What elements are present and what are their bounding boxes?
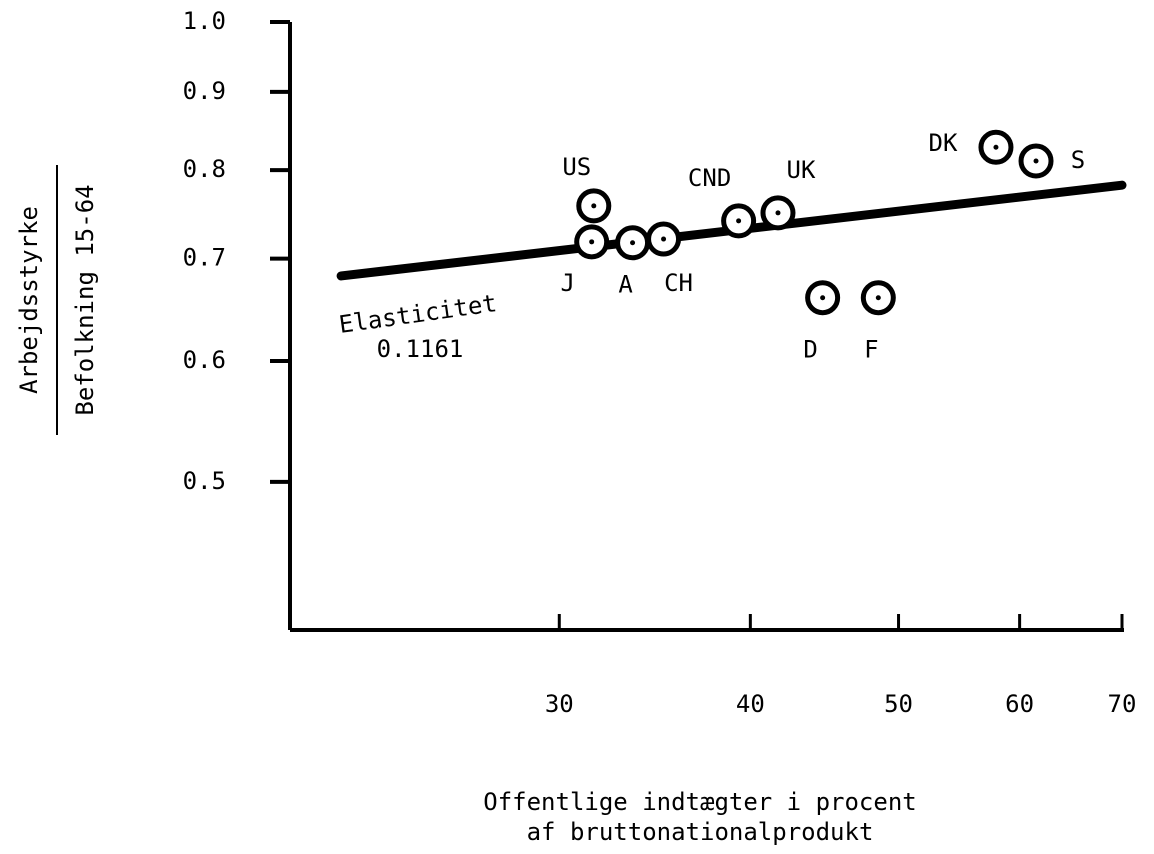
point-dot xyxy=(993,144,999,150)
point-label: D xyxy=(803,336,817,364)
point-label: J xyxy=(560,269,574,297)
point-dot xyxy=(875,295,881,301)
point-dot xyxy=(1033,158,1039,164)
y-tick-label: 0.9 xyxy=(183,77,226,105)
x-tick-label: 40 xyxy=(736,690,765,718)
point-dot xyxy=(630,240,636,246)
y-tick-label: 0.8 xyxy=(183,155,226,183)
point-dot xyxy=(736,218,742,224)
annotation: 0.1161 xyxy=(377,335,464,363)
x-tick-label: 60 xyxy=(1005,690,1034,718)
y-tick-label: 0.6 xyxy=(183,346,226,374)
x-tick-label: 50 xyxy=(884,690,913,718)
point-label: DK xyxy=(929,129,958,157)
point-label: A xyxy=(618,271,633,299)
point xyxy=(721,203,757,239)
point xyxy=(860,280,896,316)
point xyxy=(615,225,651,261)
point-dot xyxy=(820,295,826,301)
point-dot xyxy=(661,236,667,242)
point-label: F xyxy=(864,336,878,364)
point-dot xyxy=(589,239,595,245)
point xyxy=(978,129,1014,165)
point-dot xyxy=(591,203,597,209)
annotation: Elasticitet xyxy=(337,289,498,339)
point-label: S xyxy=(1071,146,1085,174)
y-tick-label: 0.5 xyxy=(183,467,226,495)
x-axis-label: af bruttonationalprodukt xyxy=(527,818,874,846)
point-dot xyxy=(775,210,781,216)
y-tick-label: 1.0 xyxy=(183,7,226,35)
y-axis-label: Arbejdsstyrke xyxy=(15,206,43,394)
point xyxy=(574,224,610,260)
point xyxy=(1018,143,1054,179)
x-tick-label: 30 xyxy=(545,690,574,718)
point xyxy=(646,221,682,257)
x-tick-label: 70 xyxy=(1108,690,1137,718)
x-axis-label: Offentlige indtægter i procent xyxy=(483,788,916,816)
point-label: UK xyxy=(787,156,816,184)
point xyxy=(805,280,841,316)
point xyxy=(760,195,796,231)
y-axis-label: Befolkning 15-64 xyxy=(71,184,99,415)
point-label: US xyxy=(562,153,591,181)
point-label: CND xyxy=(688,164,731,192)
y-tick-label: 0.7 xyxy=(183,244,226,272)
y-axis-label-group: Arbejdsstyrke Befolkning 15-64 xyxy=(15,165,99,435)
point-label: CH xyxy=(664,269,693,297)
point xyxy=(576,188,612,224)
